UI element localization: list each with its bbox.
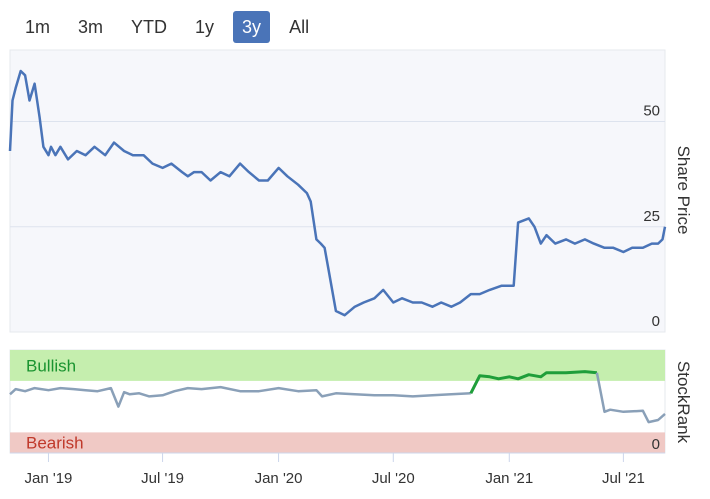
share-price-line xyxy=(8,69,667,317)
stockrank-line-bullish xyxy=(469,370,598,394)
range-tab-3y[interactable]: 3y xyxy=(233,11,271,43)
price-plot-area xyxy=(9,49,666,333)
x-tick-label: Jan '19 xyxy=(25,470,73,487)
range-tab-1y[interactable]: 1y xyxy=(195,17,215,37)
bullish-band xyxy=(10,350,665,381)
range-tab-ytd[interactable]: YTD xyxy=(131,17,168,37)
range-tab-1m[interactable]: 1m xyxy=(25,17,51,37)
bearish-band xyxy=(10,432,665,453)
price-axis-title: Share Price xyxy=(674,146,693,235)
x-tick-label: Jul '21 xyxy=(602,470,645,487)
stockrank-line xyxy=(9,385,471,408)
x-tick-label: Jul '19 xyxy=(141,470,184,487)
price-tick-label: 25 xyxy=(643,208,660,225)
price-tick-label: 0 xyxy=(652,313,660,330)
range-tab-all[interactable]: All xyxy=(289,17,310,37)
x-tick-label: Jan '21 xyxy=(485,470,533,487)
x-tick-label: Jul '20 xyxy=(372,470,415,487)
x-tick-label: Jan '20 xyxy=(255,470,303,487)
stockrank-axis-title: StockRank xyxy=(674,361,693,444)
bullish-band-label: Bullish xyxy=(26,356,76,375)
bearish-band-label: Bearish xyxy=(26,434,84,453)
stockrank-line xyxy=(595,372,666,424)
range-selector: 1m 3m YTD 1y 3y All xyxy=(16,10,328,44)
price-tick-label: 50 xyxy=(643,103,660,120)
stockrank-tick-label: 0 xyxy=(652,436,660,453)
range-tab-3m[interactable]: 3m xyxy=(78,17,104,37)
